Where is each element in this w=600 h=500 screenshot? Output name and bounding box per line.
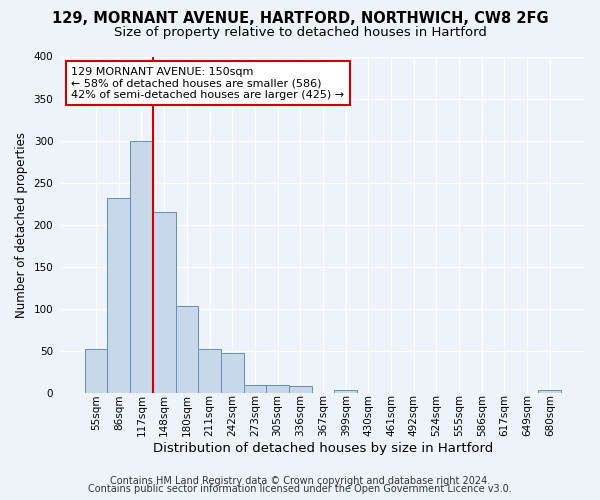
Bar: [334, 390, 357, 393]
Bar: [153, 212, 176, 393]
Bar: [266, 384, 289, 393]
Bar: [130, 140, 153, 393]
Text: Size of property relative to detached houses in Hartford: Size of property relative to detached ho…: [113, 26, 487, 39]
Bar: [85, 349, 107, 393]
Bar: [244, 384, 266, 393]
Bar: [221, 352, 244, 393]
Text: 129 MORNANT AVENUE: 150sqm
← 58% of detached houses are smaller (586)
42% of sem: 129 MORNANT AVENUE: 150sqm ← 58% of deta…: [71, 66, 344, 100]
Text: Contains public sector information licensed under the Open Government Licence v3: Contains public sector information licen…: [88, 484, 512, 494]
Text: Contains HM Land Registry data © Crown copyright and database right 2024.: Contains HM Land Registry data © Crown c…: [110, 476, 490, 486]
Y-axis label: Number of detached properties: Number of detached properties: [15, 132, 28, 318]
Bar: [107, 198, 130, 393]
Bar: [176, 306, 198, 393]
Text: 129, MORNANT AVENUE, HARTFORD, NORTHWICH, CW8 2FG: 129, MORNANT AVENUE, HARTFORD, NORTHWICH…: [52, 11, 548, 26]
Bar: [198, 349, 221, 393]
Bar: [538, 390, 561, 393]
X-axis label: Distribution of detached houses by size in Hartford: Distribution of detached houses by size …: [153, 442, 493, 455]
Bar: [289, 386, 311, 393]
